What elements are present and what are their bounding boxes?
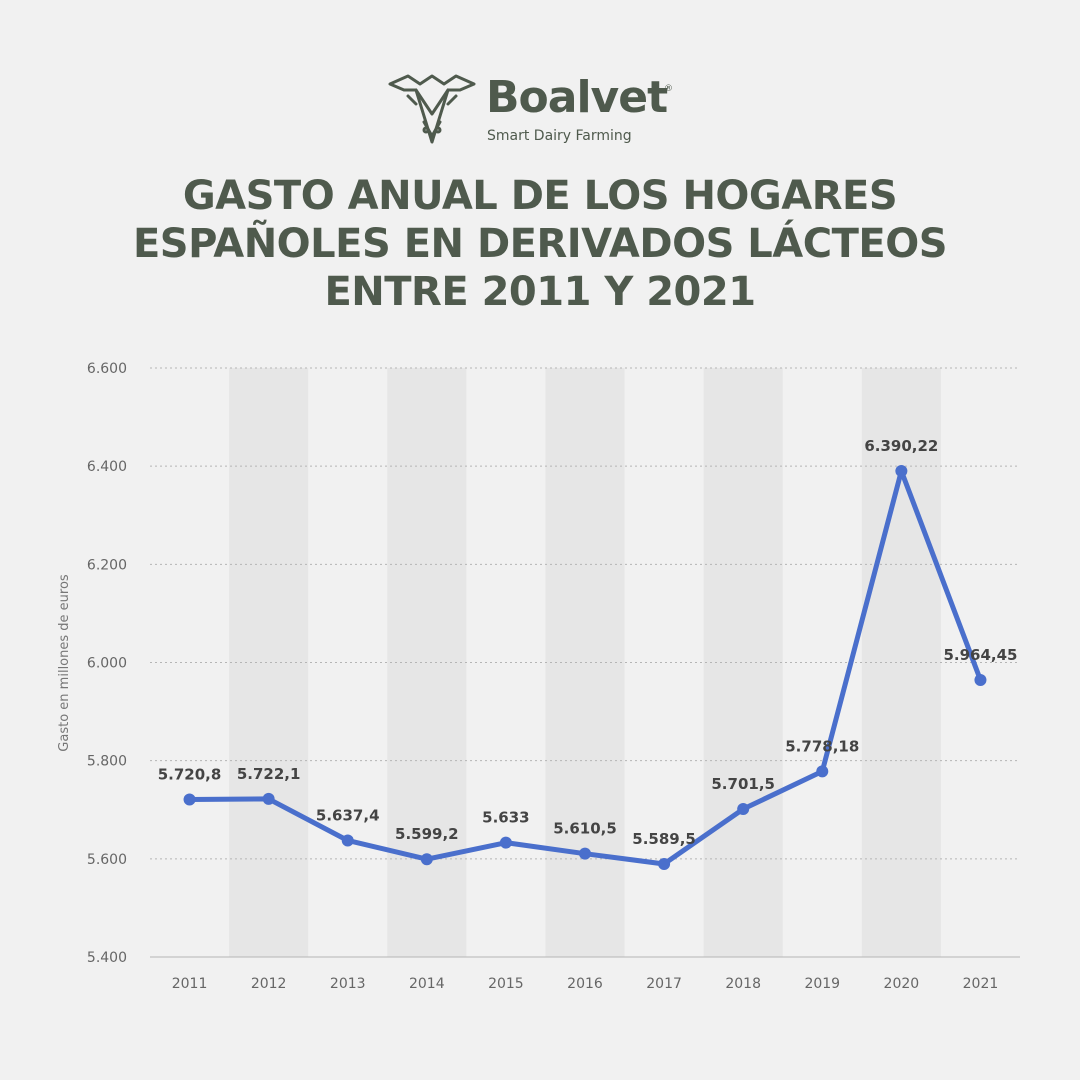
x-tick-label: 2017 xyxy=(646,976,682,992)
data-point-2020 xyxy=(895,464,908,477)
y-tick-label: 6.200 xyxy=(87,557,127,573)
x-tick-label: 2021 xyxy=(963,976,999,992)
data-point-2012 xyxy=(262,792,275,805)
registered-mark: ® xyxy=(664,84,673,94)
x-tick-label: 2015 xyxy=(488,976,524,992)
x-tick-label: 2011 xyxy=(172,976,208,992)
x-tick-label: 2012 xyxy=(251,976,287,992)
data-label-2014: 5.599,2 xyxy=(395,825,459,843)
x-tick-label: 2019 xyxy=(804,976,840,992)
data-label-2016: 5.610,5 xyxy=(553,820,617,838)
y-axis-label: Gasto en millones de euros xyxy=(57,574,72,752)
data-point-2014 xyxy=(420,853,433,866)
y-tick-label: 5.400 xyxy=(87,950,127,966)
y-tick-label: 6.000 xyxy=(87,656,127,672)
data-label-2021: 5.964,45 xyxy=(943,646,1017,664)
data-label-2020: 6.390,22 xyxy=(864,437,938,455)
data-label-2017: 5.589,5 xyxy=(632,830,696,848)
y-axis-ticks: 5.400 5.600 5.800 6.000 6.200 6.400 6.600 xyxy=(87,361,127,966)
data-point-2015 xyxy=(499,836,512,849)
data-point-2021 xyxy=(974,673,987,686)
title-line-2: ESPAÑOLES EN DERIVADOS LÁCTEOS xyxy=(132,221,948,267)
data-point-2018 xyxy=(737,803,750,816)
page-title: GASTO ANUAL DE LOS HOGARES ESPAÑOLES EN … xyxy=(0,172,1080,316)
data-label-2018: 5.701,5 xyxy=(711,775,775,793)
x-tick-label: 2014 xyxy=(409,976,445,992)
y-tick-label: 5.600 xyxy=(87,852,127,868)
y-tick-label: 5.800 xyxy=(87,754,127,770)
y-tick-label: 6.400 xyxy=(87,459,127,475)
title-line-3: ENTRE 2011 Y 2021 xyxy=(324,269,756,315)
gridlines xyxy=(150,367,1020,958)
x-tick-label: 2018 xyxy=(725,976,761,992)
x-tick-label: 2013 xyxy=(330,976,366,992)
data-labels: 5.720,8 5.722,1 5.637,4 5.599,2 5.633 5.610,5… xyxy=(158,437,1018,848)
data-point-2019 xyxy=(816,765,829,778)
brand-logo: Boalvet ® Smart Dairy Farming xyxy=(386,70,686,150)
data-label-2019: 5.778,18 xyxy=(785,737,859,755)
title-line-1: GASTO ANUAL DE LOS HOGARES xyxy=(182,173,898,219)
x-tick-label: 2016 xyxy=(567,976,603,992)
x-axis-ticks: 2011 2012 2013 2014 2015 2016 2017 2018 2019 2020… xyxy=(172,976,999,992)
data-point-2017 xyxy=(658,857,671,870)
brand-name: Boalvet xyxy=(486,72,668,123)
brand-tagline: Smart Dairy Farming xyxy=(487,128,632,144)
data-points xyxy=(183,464,987,870)
data-point-2013 xyxy=(341,834,354,847)
cow-head-icon xyxy=(388,74,476,144)
x-tick-label: 2020 xyxy=(884,976,920,992)
data-label-2015: 5.633 xyxy=(482,809,529,827)
data-label-2012: 5.722,1 xyxy=(237,765,301,783)
data-label-2013: 5.637,4 xyxy=(316,806,380,824)
data-label-2011: 5.720,8 xyxy=(158,766,222,784)
data-point-2016 xyxy=(579,847,591,860)
data-point-2011 xyxy=(183,793,196,806)
y-tick-label: 6.600 xyxy=(87,361,127,377)
